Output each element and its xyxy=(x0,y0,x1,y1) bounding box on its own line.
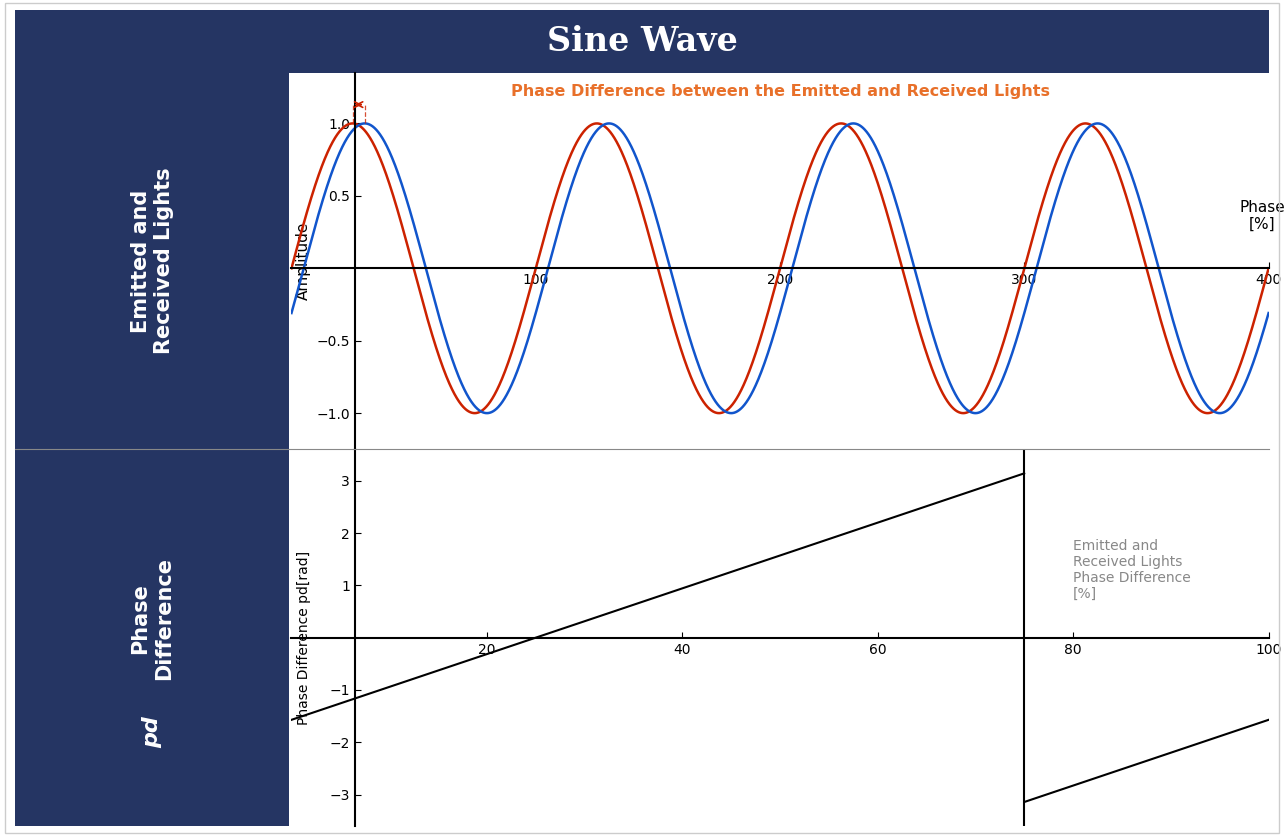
Text: Emitted and
Received Lights: Emitted and Received Lights xyxy=(131,168,173,354)
Text: Phase
[%]: Phase [%] xyxy=(1239,200,1284,232)
Text: Emitted and
Received Lights
Phase Difference
[%]: Emitted and Received Lights Phase Differ… xyxy=(1073,538,1192,601)
Text: pd: pd xyxy=(143,716,162,747)
Text: Sine Wave: Sine Wave xyxy=(547,25,737,58)
Y-axis label: Phase Difference pd[rad]: Phase Difference pd[rad] xyxy=(297,551,311,725)
Text: Phase Difference between the Emitted and Received Lights: Phase Difference between the Emitted and… xyxy=(511,84,1049,99)
Y-axis label: Amplitude: Amplitude xyxy=(297,222,311,300)
Text: Phase
Difference: Phase Difference xyxy=(131,558,173,681)
